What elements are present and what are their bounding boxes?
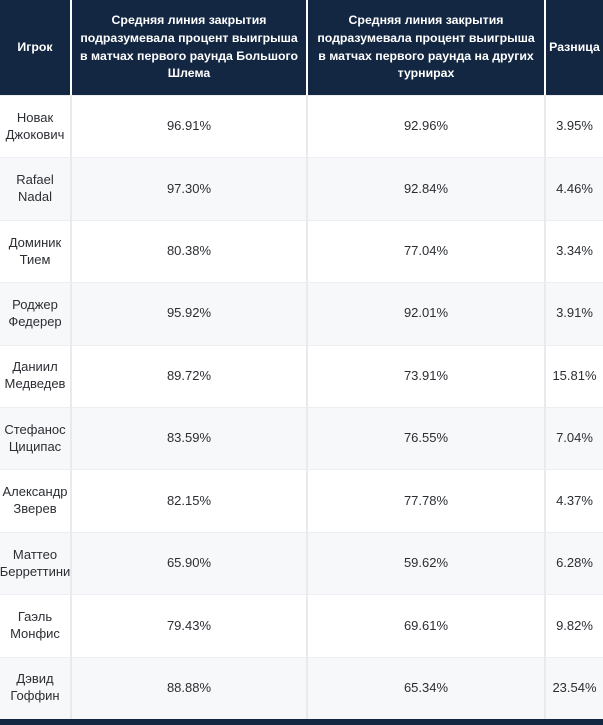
table-row: Rafael Nadal 97.30% 92.84% 4.46% [0, 157, 603, 220]
diff-cell: 9.82% [544, 594, 603, 657]
player-name-cell: Даниил Медведев [0, 344, 70, 407]
diff-cell: 4.46% [544, 157, 603, 220]
player-name-cell: Стефанос Циципас [0, 407, 70, 469]
slam-pct-cell: 83.59% [70, 407, 306, 470]
player-name-cell: Маттео Берреттини [0, 531, 70, 594]
slam-pct-cell: 88.88% [70, 656, 306, 720]
diff-cell: 4.37% [544, 469, 603, 532]
table-body: Новак Джокович 96.91% 92.96% 3.95% Rafael Na… [0, 95, 603, 720]
slam-pct-cell: 89.72% [70, 344, 306, 408]
header-slam-pct-column: Средняя линия закрытия подразумевала про… [70, 0, 306, 95]
table-bottom-bar [0, 719, 603, 725]
player-name-cell: Роджер Федерер [0, 282, 70, 344]
slam-pct-cell: 65.90% [70, 531, 306, 595]
table-row: Роджер Федерер 95.92% 92.01% 3.91% [0, 282, 603, 345]
table-row: Стефанос Циципас 83.59% 76.55% 7.04% [0, 407, 603, 470]
slam-pct-cell: 97.30% [70, 157, 306, 220]
player-name-cell: Доминик Тием [0, 219, 70, 282]
other-pct-cell: 92.96% [306, 95, 544, 158]
diff-cell: 7.04% [544, 407, 603, 470]
header-other-pct-column: Средняя линия закрытия подразумевала про… [306, 0, 544, 95]
other-pct-cell: 59.62% [306, 531, 544, 595]
diff-cell: 3.95% [544, 95, 603, 158]
slam-pct-cell: 80.38% [70, 219, 306, 283]
table-row: Александр Зверев 82.15% 77.78% 4.37% [0, 469, 603, 532]
slam-pct-cell: 95.92% [70, 282, 306, 345]
slam-pct-cell: 82.15% [70, 469, 306, 532]
diff-cell: 23.54% [544, 656, 603, 720]
other-pct-cell: 65.34% [306, 656, 544, 720]
table-row: Дэвид Гоффин 88.88% 65.34% 23.54% [0, 656, 603, 720]
player-name-cell: Дэвид Гоффин [0, 656, 70, 719]
other-pct-cell: 92.84% [306, 157, 544, 220]
other-pct-cell: 77.78% [306, 469, 544, 532]
other-pct-cell: 77.04% [306, 219, 544, 283]
table-row: Новак Джокович 96.91% 92.96% 3.95% [0, 95, 603, 158]
header-player-column: Игрок [0, 0, 70, 95]
table-header-row: Игрок Средняя линия закрытия подразумева… [0, 0, 603, 95]
player-name-cell: Александр Зверев [0, 469, 70, 531]
slam-pct-cell: 96.91% [70, 95, 306, 158]
player-name-cell: Новак Джокович [0, 95, 70, 157]
other-pct-cell: 69.61% [306, 594, 544, 657]
table-row: Гаэль Монфис 79.43% 69.61% 9.82% [0, 594, 603, 657]
other-pct-cell: 76.55% [306, 407, 544, 470]
player-name-cell: Rafael Nadal [0, 157, 70, 219]
other-pct-cell: 92.01% [306, 282, 544, 345]
slam-pct-cell: 79.43% [70, 594, 306, 657]
other-pct-cell: 73.91% [306, 344, 544, 408]
diff-cell: 6.28% [544, 531, 603, 595]
diff-cell: 15.81% [544, 344, 603, 408]
table-row: Даниил Медведев 89.72% 73.91% 15.81% [0, 344, 603, 408]
table-row: Маттео Берреттини 65.90% 59.62% 6.28% [0, 531, 603, 595]
player-name-cell: Гаэль Монфис [0, 594, 70, 656]
table-row: Доминик Тием 80.38% 77.04% 3.34% [0, 219, 603, 283]
diff-cell: 3.34% [544, 219, 603, 283]
diff-cell: 3.91% [544, 282, 603, 345]
header-diff-column: Разница [544, 0, 603, 95]
